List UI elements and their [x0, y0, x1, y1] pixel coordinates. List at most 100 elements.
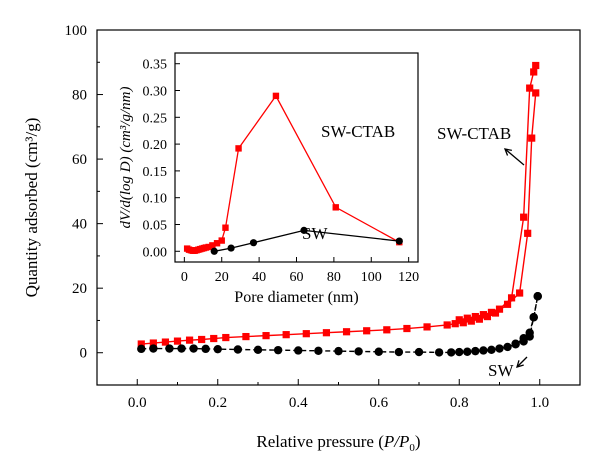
inset-data-point: [272, 92, 280, 100]
inset-data-point: [210, 247, 218, 255]
data-point-adsorption: [173, 337, 182, 345]
data-point-adsorption: [495, 344, 504, 353]
data-point-desorption: [495, 305, 504, 313]
data-point-adsorption: [273, 345, 283, 355]
x-axis-title-close: ): [415, 432, 421, 451]
inset-data-point: [209, 242, 216, 249]
data-point-adsorption: [242, 332, 250, 341]
data-point-adsorption: [475, 315, 483, 323]
x-tick-label: 0.6: [369, 395, 388, 411]
inset-data-point: [218, 237, 225, 244]
data-point-desorption: [507, 294, 516, 302]
inset-y-tick-label: 0.10: [143, 192, 168, 207]
inset-data-point: [235, 145, 242, 152]
x-axis-title-symbol-p: P/P: [383, 432, 410, 451]
data-point-adsorption: [222, 333, 230, 342]
data-point-adsorption: [403, 324, 411, 333]
inset-x-tick-label: 60: [290, 270, 304, 285]
annotation-sw-arrowhead: [516, 360, 524, 368]
inset-plot: 0 20 40 60 80 100 120 0.00 0.05 0.10 0.15 0.20 0.25 0…: [118, 52, 419, 306]
data-point-adsorption: [528, 134, 536, 142]
inset-x-tick-label: 40: [252, 270, 266, 285]
data-point-adsorption: [524, 229, 532, 237]
data-point-adsorption: [443, 321, 451, 329]
data-point-adsorption: [394, 347, 404, 357]
inset-x-tick-label: 0: [181, 270, 188, 285]
data-point-adsorption: [354, 347, 363, 356]
data-point-adsorption: [532, 89, 540, 97]
inset-x-tick-label: 20: [215, 270, 229, 285]
data-point-adsorption: [455, 347, 464, 357]
inset-data-point: [395, 237, 403, 245]
inset-y-tick-label: 0.00: [143, 245, 168, 260]
x-axis-title-subscript: 0: [409, 442, 415, 454]
data-point-adsorption: [314, 346, 323, 355]
data-point-adsorption: [149, 344, 158, 353]
inset-x-tick-label: 100: [361, 270, 382, 285]
data-point-adsorption: [363, 327, 371, 335]
x-tick-label: 0.4: [289, 395, 308, 411]
data-point-desorption: [487, 308, 496, 316]
data-point-adsorption: [423, 323, 431, 331]
data-point-adsorption: [210, 334, 218, 343]
inset-x-tick-label: 120: [398, 270, 419, 285]
data-point-adsorption: [294, 346, 303, 355]
data-point-adsorption: [201, 344, 210, 354]
inset-data-point: [205, 243, 212, 251]
x-axis-title-paren: (: [374, 432, 384, 451]
y-tick-label: 20: [72, 281, 87, 297]
inset-data-point: [222, 224, 229, 231]
y-tick-label: 100: [65, 23, 88, 39]
inset-y-tick-label: 0.15: [143, 165, 168, 180]
inset-data-point: [249, 239, 258, 247]
inset-data-point: [213, 240, 221, 247]
data-point-adsorption: [516, 289, 524, 297]
data-point-desorption: [520, 213, 528, 221]
data-point-adsorption: [471, 346, 480, 356]
y-axis-title: Quantity adsorbed (cm³/g): [22, 118, 41, 298]
data-point-desorption: [455, 316, 463, 324]
data-point-adsorption: [503, 342, 512, 352]
data-point-adsorption: [342, 328, 351, 336]
inset-y-axis-title: dV/d(log D) (cm³/g/nm): [118, 87, 134, 229]
data-point-desorption: [530, 68, 538, 76]
data-point-desorption: [519, 337, 528, 346]
data-point-adsorption: [282, 331, 290, 339]
data-point-desorption: [525, 332, 534, 341]
annotation-sw: SW: [488, 361, 514, 380]
inset-data-point: [227, 244, 235, 252]
data-point-adsorption: [414, 347, 424, 357]
inset-y-tick-label: 0.35: [143, 58, 168, 73]
x-tick-label: 0.2: [208, 395, 227, 411]
y-tick-label: 60: [72, 152, 87, 168]
data-point-adsorption: [374, 347, 383, 356]
annotation-sw-ctab-arrow: [504, 148, 525, 166]
data-point-adsorption: [165, 344, 174, 353]
annotation-sw-ctab-arrowhead: [503, 148, 512, 156]
y-tick-label: 80: [72, 88, 87, 104]
data-point-adsorption: [213, 344, 222, 354]
data-point-adsorption: [322, 329, 331, 337]
inset-annotation-sw-ctab: SW-CTAB: [321, 122, 395, 141]
data-point-adsorption: [177, 344, 186, 353]
data-point-adsorption: [253, 345, 263, 355]
annotation-sw-ctab: SW-CTAB: [437, 124, 511, 143]
data-point-adsorption: [479, 346, 488, 355]
data-point-adsorption: [487, 345, 496, 355]
data-point-adsorption: [149, 339, 157, 347]
data-point-desorption: [533, 292, 542, 301]
data-point-adsorption: [137, 344, 146, 354]
data-point-desorption: [511, 339, 520, 348]
data-point-desorption: [463, 314, 471, 322]
isotherm-line-desorption: [459, 65, 537, 321]
x-tick-label: 1.0: [530, 395, 549, 411]
data-point-desorption: [526, 84, 534, 92]
inset-y-tick-label: 0.20: [143, 138, 168, 153]
data-point-desorption: [479, 311, 487, 319]
data-point-adsorption: [491, 309, 500, 317]
data-point-adsorption: [233, 345, 243, 354]
inset-plot-frame: [174, 52, 419, 263]
data-point-adsorption: [198, 335, 206, 344]
